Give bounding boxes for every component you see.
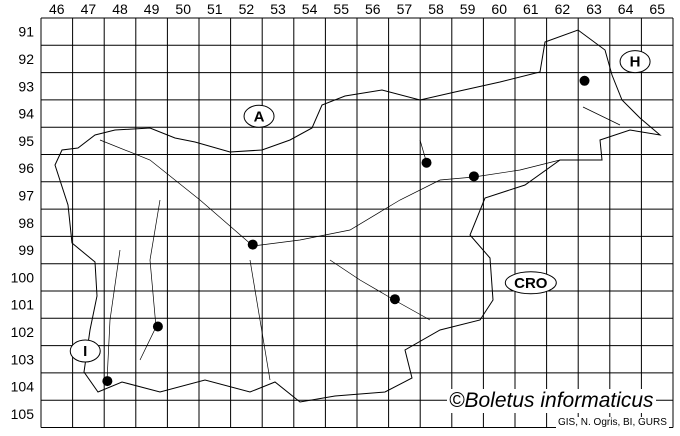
column-label: 56 (365, 1, 381, 17)
row-label: 100 (11, 269, 35, 285)
country-border (54, 29, 662, 403)
row-label: 93 (18, 78, 34, 94)
grid-axis-labels: 46 47 48 49 50 51 52 53 54 55 56 57 58 59 60 61 62 63 64 65… (11, 1, 666, 422)
column-label: 55 (333, 1, 349, 17)
column-label: 48 (112, 1, 128, 17)
row-label: 101 (11, 297, 35, 313)
row-label: 105 (11, 406, 35, 422)
grid (40, 17, 674, 428)
record-marker (152, 321, 163, 332)
column-label: 50 (175, 1, 191, 17)
row-label: 92 (18, 51, 34, 67)
record-markers (102, 75, 590, 387)
row-label: 103 (11, 351, 35, 367)
country-label-oval (619, 50, 651, 74)
row-label: 95 (18, 133, 34, 149)
column-label: 57 (397, 1, 413, 17)
record-marker (102, 376, 113, 387)
record-marker (421, 157, 432, 168)
country-label: CRO (514, 275, 548, 292)
row-label: 104 (11, 379, 35, 395)
column-label: 62 (555, 1, 571, 17)
record-marker (468, 171, 479, 182)
record-marker (247, 239, 258, 250)
country-label: A (254, 108, 265, 125)
country-labels: A H CRO I (69, 50, 651, 363)
column-label: 52 (239, 1, 255, 17)
column-label: 65 (649, 1, 665, 17)
row-label: 102 (11, 324, 35, 340)
record-marker (579, 75, 590, 86)
column-label: 61 (523, 1, 539, 17)
row-label: 96 (18, 160, 34, 176)
column-label: 64 (618, 1, 634, 17)
column-label: 53 (270, 1, 286, 17)
country-label: I (83, 343, 87, 360)
column-label: 46 (49, 1, 65, 17)
column-label: 54 (302, 1, 318, 17)
country-label-oval (69, 339, 101, 363)
column-label: 59 (460, 1, 476, 17)
credit-text: ©Boletus informaticus (447, 389, 656, 413)
country-label: H (630, 54, 641, 71)
source-text: GIS, N. Ogris, BI, GURS (556, 417, 669, 428)
row-label: 98 (18, 215, 34, 231)
country-label-oval (243, 104, 275, 128)
row-label: 94 (18, 106, 34, 122)
column-label: 49 (144, 1, 160, 17)
row-label: 99 (18, 242, 34, 258)
record-marker (389, 294, 400, 305)
country-label-oval (504, 271, 557, 295)
row-label: 91 (18, 24, 34, 40)
column-label: 63 (586, 1, 602, 17)
row-label: 97 (18, 187, 34, 203)
river (99, 106, 621, 382)
column-label: 58 (428, 1, 444, 17)
column-label: 60 (491, 1, 507, 17)
column-label: 47 (81, 1, 97, 17)
column-label: 51 (207, 1, 223, 17)
